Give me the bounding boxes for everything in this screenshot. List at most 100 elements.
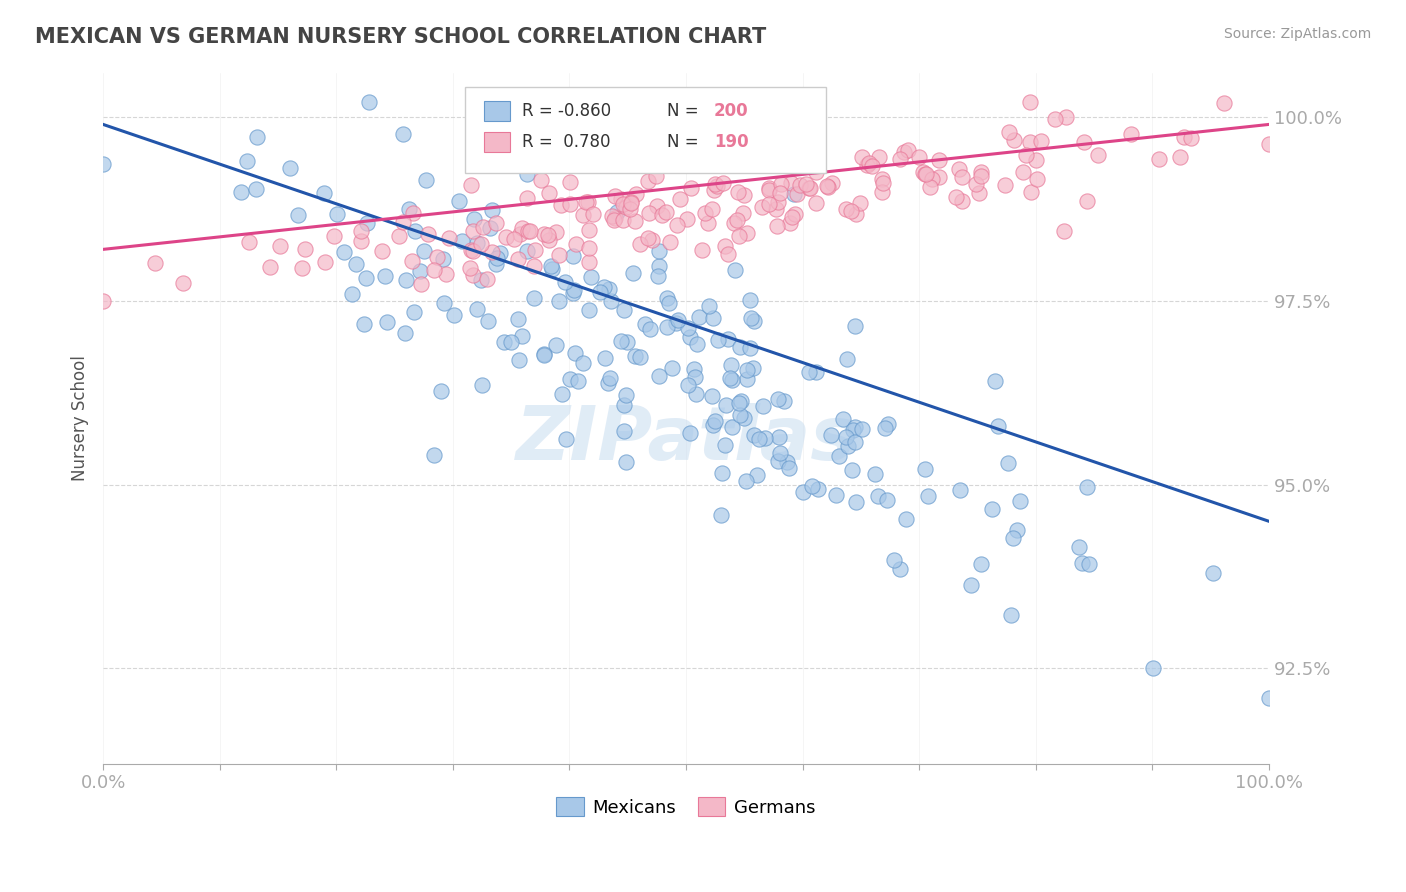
Point bbox=[665, 157, 688, 171]
Point bbox=[835, 352, 858, 367]
Point bbox=[485, 216, 508, 230]
Point bbox=[1180, 131, 1202, 145]
Point bbox=[471, 378, 494, 392]
Point bbox=[558, 175, 581, 189]
Point bbox=[742, 361, 765, 376]
Point bbox=[794, 178, 817, 192]
Text: Source: ZipAtlas.com: Source: ZipAtlas.com bbox=[1223, 27, 1371, 41]
Point bbox=[605, 189, 627, 203]
Point bbox=[538, 186, 561, 201]
Point bbox=[259, 260, 281, 274]
Point bbox=[807, 482, 830, 496]
Point bbox=[780, 176, 803, 190]
Point bbox=[728, 395, 751, 409]
Point bbox=[245, 182, 267, 196]
Point bbox=[648, 259, 671, 273]
Point bbox=[477, 313, 499, 327]
Point bbox=[1168, 151, 1191, 165]
Point bbox=[510, 328, 533, 343]
Point bbox=[786, 186, 808, 201]
Point bbox=[460, 178, 482, 192]
Point bbox=[634, 317, 657, 331]
Point bbox=[470, 236, 492, 251]
Point bbox=[576, 194, 599, 209]
Point bbox=[970, 164, 993, 178]
Point bbox=[1202, 566, 1225, 581]
Point bbox=[91, 157, 114, 171]
Text: MEXICAN VS GERMAN NURSERY SCHOOL CORRELATION CHART: MEXICAN VS GERMAN NURSERY SCHOOL CORRELA… bbox=[35, 27, 766, 46]
Point bbox=[404, 224, 426, 238]
Text: N =: N = bbox=[668, 133, 704, 151]
Point bbox=[914, 167, 936, 181]
Point bbox=[422, 448, 444, 462]
Point bbox=[447, 194, 470, 208]
Point bbox=[465, 235, 488, 250]
Point bbox=[488, 153, 510, 168]
Point bbox=[623, 350, 645, 364]
Point bbox=[704, 414, 727, 428]
Point bbox=[537, 234, 560, 248]
Point bbox=[724, 262, 747, 277]
Point bbox=[548, 293, 571, 308]
Point bbox=[844, 420, 866, 434]
Point bbox=[707, 333, 730, 347]
Point bbox=[1119, 127, 1142, 141]
Point bbox=[1258, 690, 1281, 705]
Point bbox=[609, 192, 631, 206]
Point bbox=[851, 422, 873, 436]
Point bbox=[981, 501, 1004, 516]
Point bbox=[676, 321, 699, 335]
Point bbox=[844, 434, 866, 449]
Point bbox=[1073, 136, 1095, 150]
Point bbox=[730, 394, 752, 409]
Point bbox=[1000, 608, 1022, 623]
Point bbox=[613, 302, 636, 317]
Point bbox=[713, 176, 735, 190]
Point bbox=[269, 239, 291, 253]
Point bbox=[1258, 136, 1281, 151]
Point bbox=[987, 419, 1010, 434]
Point bbox=[920, 180, 942, 194]
Point bbox=[1071, 556, 1094, 570]
Point bbox=[323, 229, 346, 244]
Point bbox=[423, 262, 446, 277]
Point bbox=[799, 180, 821, 194]
Point bbox=[738, 342, 761, 356]
Point bbox=[523, 259, 546, 273]
Point bbox=[870, 185, 893, 199]
Point bbox=[451, 234, 474, 248]
Point bbox=[291, 260, 314, 275]
Point bbox=[797, 365, 820, 379]
Point bbox=[685, 387, 707, 401]
Point bbox=[477, 272, 499, 286]
Point bbox=[461, 244, 484, 259]
Point bbox=[388, 229, 411, 244]
Point bbox=[465, 301, 488, 316]
Point bbox=[536, 227, 558, 242]
Point bbox=[692, 243, 714, 257]
Point bbox=[835, 430, 858, 444]
Point bbox=[727, 186, 749, 200]
Point bbox=[620, 196, 643, 211]
Point bbox=[589, 285, 612, 299]
Point bbox=[1012, 164, 1035, 178]
Point bbox=[735, 144, 758, 158]
Point bbox=[231, 186, 253, 200]
Point bbox=[613, 424, 636, 438]
Point bbox=[917, 489, 939, 503]
Point bbox=[745, 468, 768, 483]
Point bbox=[1076, 194, 1098, 208]
Point bbox=[430, 384, 453, 398]
Point bbox=[550, 198, 572, 212]
Point bbox=[997, 456, 1019, 470]
Legend: Mexicans, Germans: Mexicans, Germans bbox=[550, 790, 823, 824]
Point bbox=[720, 419, 742, 434]
Point bbox=[728, 408, 751, 422]
Point bbox=[766, 195, 789, 210]
Point bbox=[571, 208, 593, 222]
Point bbox=[681, 180, 703, 194]
Point bbox=[599, 370, 621, 384]
Point bbox=[356, 216, 378, 230]
Text: N =: N = bbox=[668, 102, 704, 120]
Point bbox=[616, 335, 638, 350]
